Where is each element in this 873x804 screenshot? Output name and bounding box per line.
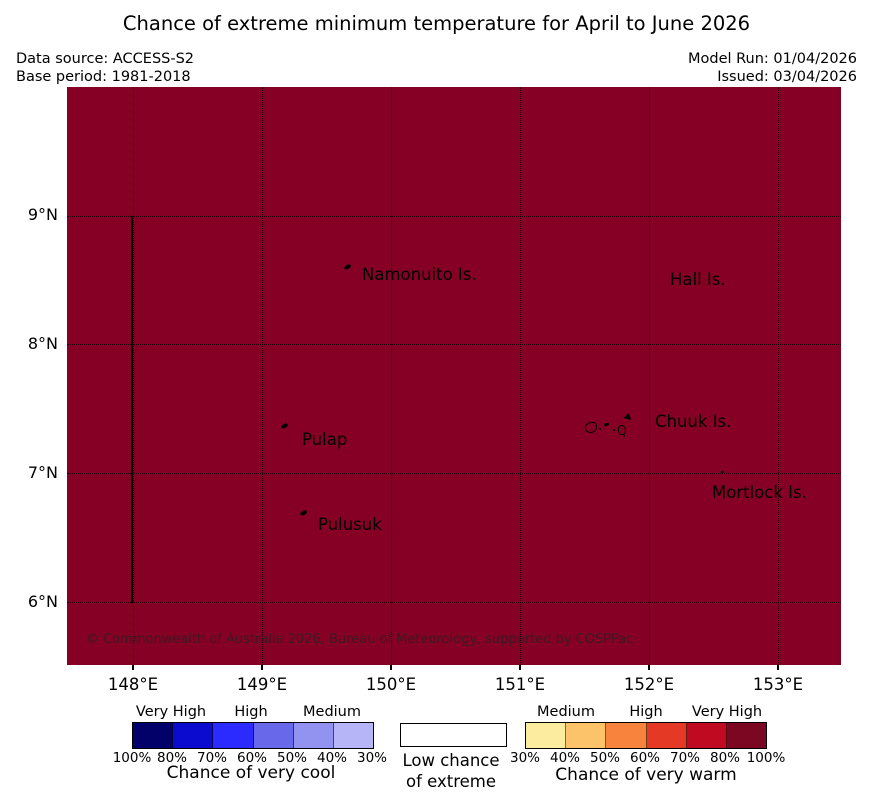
gridline-7n — [67, 473, 841, 474]
y-axis-label-8n: 8°N — [27, 334, 58, 353]
copyright-notice: © Commonwealth of Australia 2026, Bureau… — [86, 632, 634, 647]
gridline-148e — [133, 87, 134, 665]
island-mark — [618, 425, 626, 435]
cool-tick-50: 50% — [276, 750, 308, 766]
warm-category-high: High — [629, 704, 663, 720]
warm-swatch-70 — [686, 723, 727, 748]
warm-caption: Chance of very warm — [555, 765, 737, 785]
cool-swatch-50 — [293, 723, 334, 748]
gridline-152e — [649, 87, 650, 665]
cool-tick-40: 40% — [316, 750, 348, 766]
cool-tick-60: 60% — [236, 750, 268, 766]
x-axis-label-150e: 150°E — [365, 675, 417, 694]
warm-swatch-40 — [566, 723, 607, 748]
x-axis-tick — [519, 665, 521, 670]
pulusuk-island-mark — [299, 509, 308, 517]
gridline-151e — [520, 87, 521, 665]
warm-tick-50: 50% — [589, 750, 621, 766]
warm-tick-60: 60% — [629, 750, 661, 766]
x-axis-label-151e: 151°E — [494, 675, 546, 694]
cool-tick-80: 80% — [156, 750, 188, 766]
island-mark — [623, 412, 633, 420]
cool-category-high: High — [234, 704, 268, 720]
island-mark — [585, 422, 597, 433]
cool-category-very-high: Very High — [135, 704, 207, 720]
gridline-9n — [67, 216, 841, 217]
island-label-pulap: Pulap — [302, 430, 348, 449]
cool-tick-30: 30% — [356, 750, 388, 766]
cool-tick-70: 70% — [196, 750, 228, 766]
warm-category-very-high: Very High — [691, 704, 763, 720]
x-axis-tick — [132, 665, 134, 670]
cool-category-medium: Medium — [303, 704, 361, 720]
forecast-map: Namonuito Is. Hall Is. Pulap Chuuk Is. M… — [67, 87, 841, 670]
chuuk-islands-marks — [585, 412, 639, 441]
island-mark — [603, 422, 610, 427]
y-axis-label-6n: 6°N — [27, 592, 58, 611]
low-chance-swatch — [400, 723, 507, 747]
mortlock-island-mark — [721, 471, 724, 473]
cool-swatch-70 — [213, 723, 254, 748]
x-axis-label-153e: 153°E — [752, 675, 804, 694]
x-axis-tick — [777, 665, 779, 670]
x-axis-label-152e: 152°E — [623, 675, 675, 694]
island-mark — [613, 429, 615, 431]
warm-swatch-100 — [726, 723, 767, 748]
cool-swatch-60 — [253, 723, 294, 748]
gridline-153e — [778, 87, 779, 665]
gridline-150e — [391, 87, 392, 665]
warm-tick-100: 100% — [746, 750, 786, 766]
x-axis-label-149e: 149°E — [236, 675, 288, 694]
region-boundary-line — [131, 216, 133, 603]
island-label-chuuk: Chuuk Is. — [655, 412, 732, 431]
y-axis-label-9n: 9°N — [27, 205, 58, 224]
pulap-island-mark — [280, 422, 289, 430]
warm-swatch-50 — [606, 723, 647, 748]
cool-caption: Chance of very cool — [166, 763, 336, 783]
x-axis-tick — [390, 665, 392, 670]
warm-swatch-30 — [526, 723, 567, 748]
island-label-namonuito: Namonuito Is. — [362, 265, 477, 284]
page-title: Chance of extreme minimum temperature fo… — [122, 12, 751, 35]
x-axis-tick — [261, 665, 263, 670]
header-left: Data source: ACCESS-S2 Base period: 1981… — [16, 50, 194, 86]
base-period-label: Base period: 1981-2018 — [16, 69, 191, 85]
warm-swatch-60 — [646, 723, 687, 748]
island-label-mortlock: Mortlock Is. — [712, 483, 807, 502]
low-chance-label-line2: of extreme — [405, 772, 497, 791]
cool-colorbar — [132, 722, 374, 749]
island-label-pulusuk: Pulusuk — [318, 515, 382, 534]
warm-colorbar — [525, 722, 767, 749]
cool-tick-100: 100% — [112, 750, 152, 766]
warm-tick-40: 40% — [549, 750, 581, 766]
warm-tick-70: 70% — [669, 750, 701, 766]
cool-swatch-40 — [333, 723, 374, 748]
low-chance-label-line1: Low chance — [402, 751, 500, 770]
x-axis-label-148e: 148°E — [107, 675, 159, 694]
gridline-149e — [262, 87, 263, 665]
warm-tick-80: 80% — [709, 750, 741, 766]
cool-swatch-80 — [173, 723, 214, 748]
island-mark — [599, 428, 601, 430]
island-label-hall: Hall Is. — [670, 270, 726, 289]
warm-category-medium: Medium — [537, 704, 595, 720]
header-right: Model Run: 01/04/2026 Issued: 03/04/2026 — [688, 50, 857, 86]
cool-swatch-100 — [133, 723, 174, 748]
island-mark — [623, 435, 625, 437]
gridline-8n — [67, 344, 841, 345]
model-run-label: Model Run: 01/04/2026 — [687, 51, 857, 67]
gridline-6n — [67, 602, 841, 603]
y-axis-label-7n: 7°N — [27, 463, 58, 482]
x-axis-tick — [648, 665, 650, 670]
data-source-label: Data source: ACCESS-S2 — [16, 51, 195, 67]
warm-tick-30: 30% — [509, 750, 541, 766]
issued-label: Issued: 03/04/2026 — [717, 69, 857, 85]
namonuito-island-mark — [343, 263, 352, 271]
